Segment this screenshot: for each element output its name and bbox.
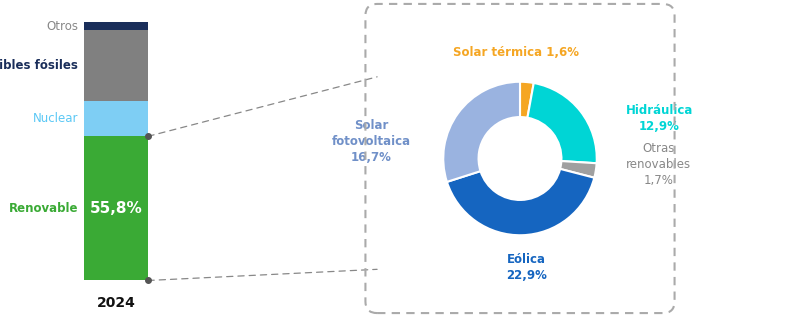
Bar (84, 136, 148, 281)
Text: 2024: 2024 (97, 296, 135, 310)
Wedge shape (443, 82, 520, 182)
Text: Nuclear: Nuclear (33, 113, 78, 126)
Text: Combustibles fósiles: Combustibles fósiles (0, 59, 78, 72)
Text: Otros: Otros (46, 20, 78, 33)
Wedge shape (447, 169, 594, 235)
Text: Renovable: Renovable (9, 202, 78, 215)
Text: 55,8%: 55,8% (90, 201, 142, 216)
Wedge shape (527, 83, 597, 163)
Text: Hidráulica
12,9%: Hidráulica 12,9% (626, 104, 694, 133)
Text: Otras
renovables
1,7%: Otras renovables 1,7% (626, 142, 691, 187)
Text: Eólica
22,9%: Eólica 22,9% (506, 253, 546, 282)
Bar (84, 22, 148, 30)
Bar (84, 101, 148, 136)
Wedge shape (560, 161, 597, 178)
Text: Solar térmica 1,6%: Solar térmica 1,6% (453, 46, 579, 59)
Bar (84, 30, 148, 101)
Wedge shape (520, 82, 534, 118)
Text: Solar
fotovoltaica
16,7%: Solar fotovoltaica 16,7% (332, 119, 411, 164)
